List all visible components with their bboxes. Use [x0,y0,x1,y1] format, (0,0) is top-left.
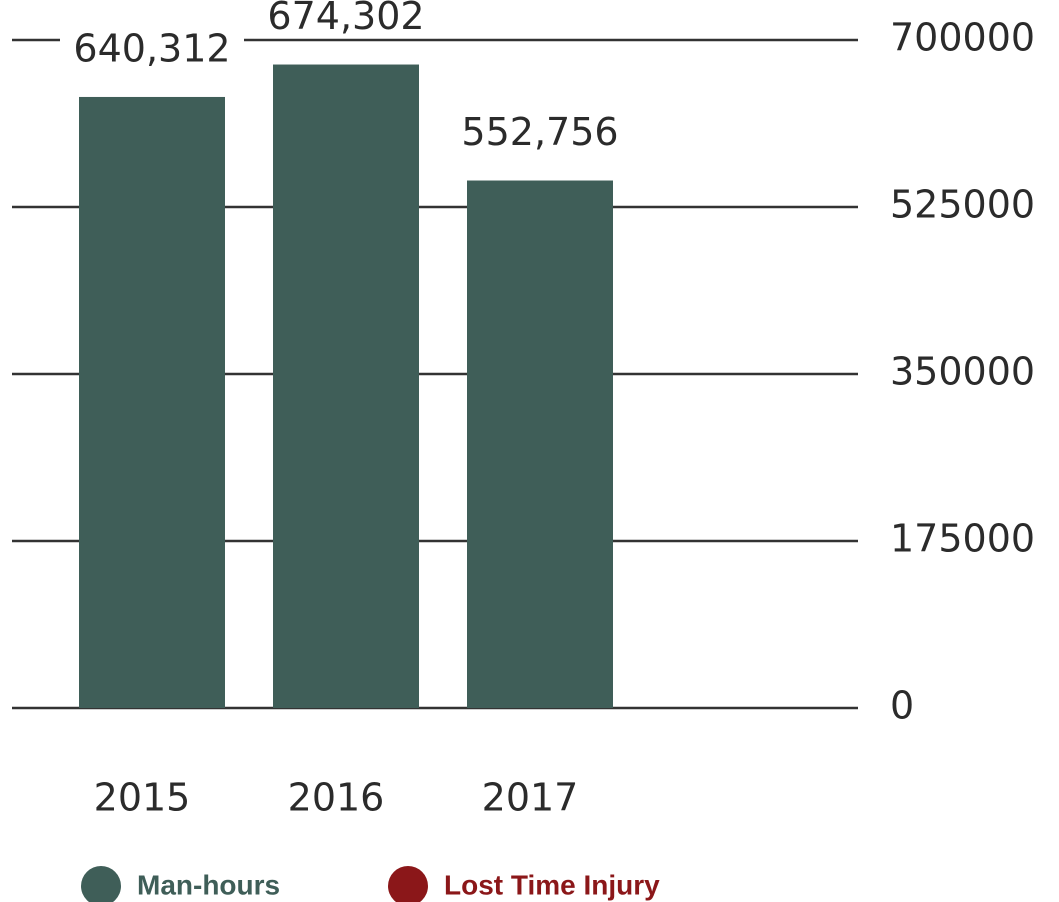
x-tick-label: 2017 [482,776,579,820]
bar [273,64,419,708]
legend-swatch [81,866,121,902]
value-label: 674,302 [267,0,424,38]
bar [79,96,225,708]
y-tick-label: 350000 [890,350,1035,394]
value-label: 552,756 [461,110,618,154]
y-tick-label: 525000 [890,183,1035,227]
bar [467,180,613,709]
y-tick-label: 0 [890,684,914,728]
legend-label: Lost Time Injury [444,869,660,900]
y-tick-label: 700000 [890,16,1035,60]
label-background [448,110,632,155]
y-tick-label: 175000 [890,517,1035,561]
x-tick-label: 2015 [94,776,191,820]
label-background [60,26,244,71]
x-tick-label: 2016 [288,776,385,820]
value-label: 640,312 [73,26,230,70]
legend-swatch [388,866,428,902]
label-background [254,0,438,39]
legend-label: Man-hours [137,869,280,900]
